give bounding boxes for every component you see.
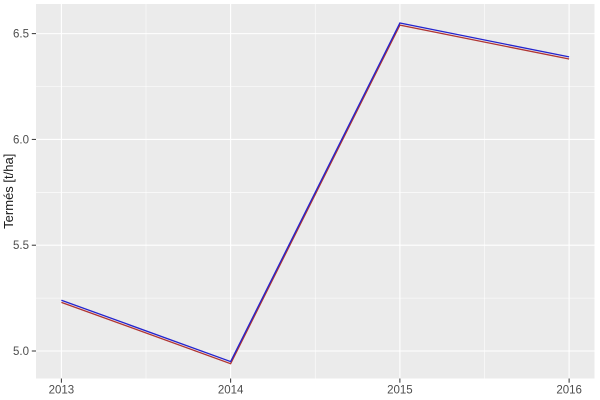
x-axis-tick-labels: 2013 2014 2015 2016 <box>49 385 582 397</box>
x-tick-label: 2013 <box>49 385 75 397</box>
major-gridlines <box>36 4 595 379</box>
x-tick-label: 2014 <box>218 385 244 397</box>
data-series <box>61 22 570 365</box>
x-tick-label: 2015 <box>387 385 413 397</box>
red-line <box>61 24 570 365</box>
axis-tick-marks <box>31 33 570 383</box>
y-tick-label: 5.5 <box>13 240 29 252</box>
y-axis-title: Termés [t/ha] <box>1 154 16 229</box>
x-tick-label: 2016 <box>556 385 582 397</box>
blue-line <box>61 22 570 363</box>
y-tick-label: 6.0 <box>13 134 29 146</box>
y-tick-label: 6.5 <box>13 29 29 41</box>
y-axis-tick-labels: 5.0 5.5 6.0 6.5 <box>13 29 29 358</box>
y-tick-label: 5.0 <box>13 346 29 358</box>
